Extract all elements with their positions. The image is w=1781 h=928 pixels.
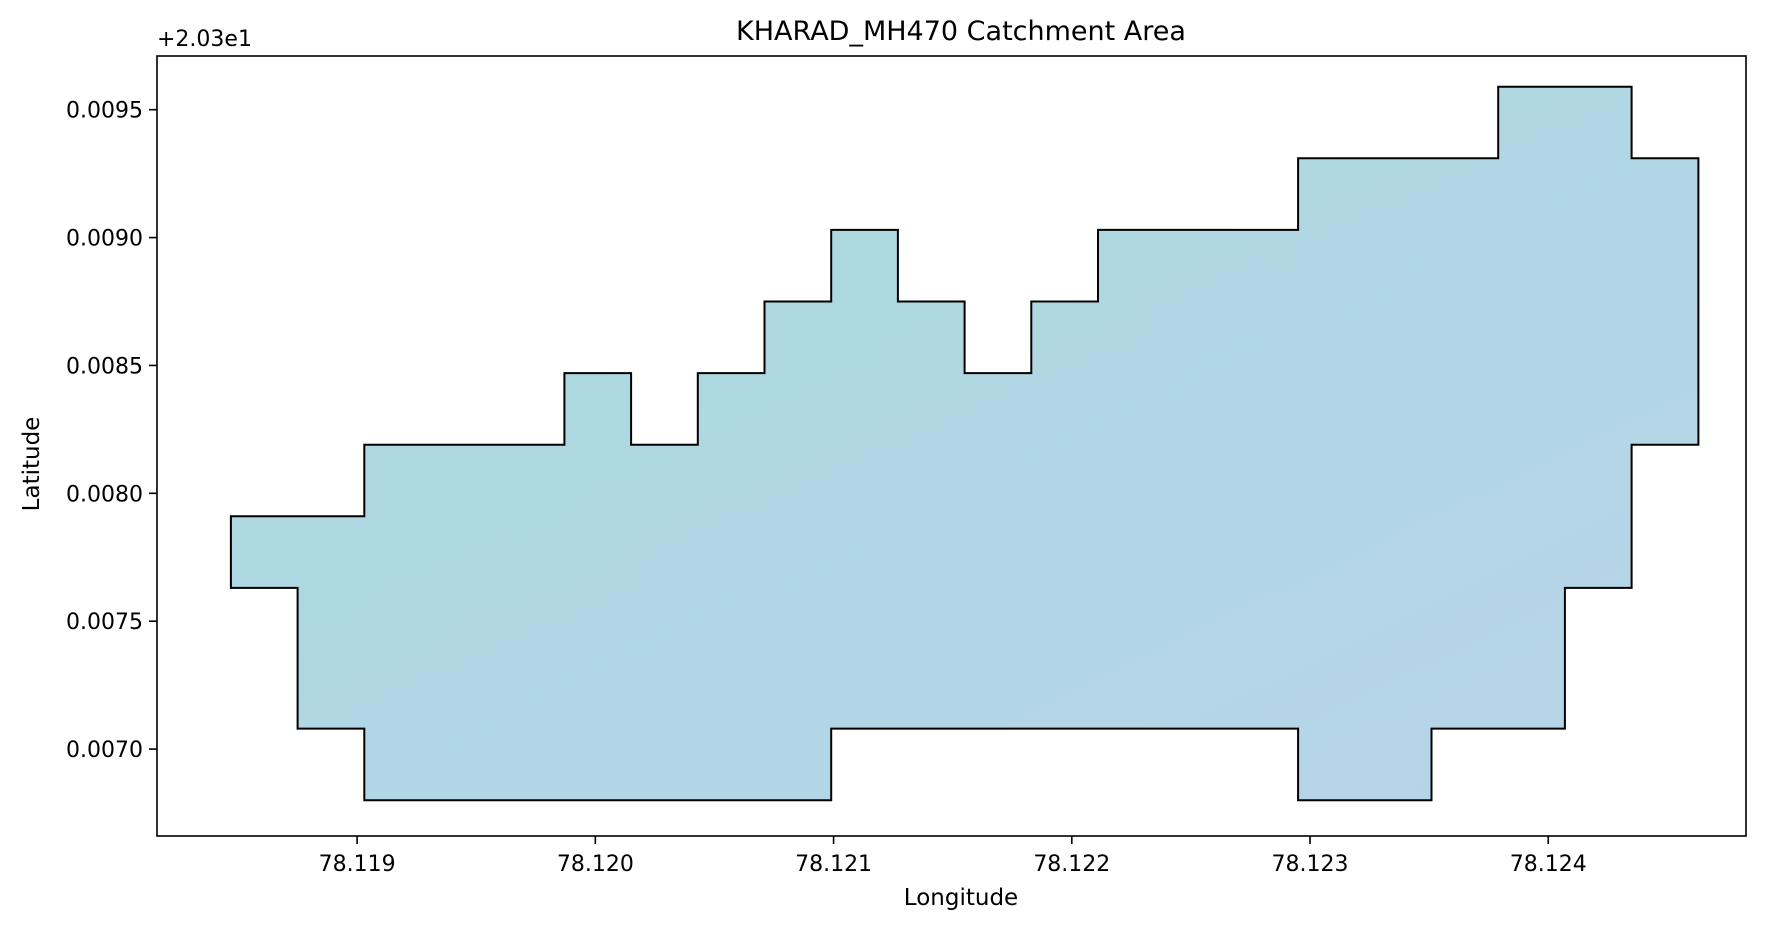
x-axis-label: Longitude [904,885,1018,911]
x-tick-label: 78.119 [319,852,396,877]
y-axis-label: Latitude [19,417,45,512]
y-axis-ticks: 0.0070 0.0075 0.0080 0.0085 0.0090 0.0095 [66,99,157,763]
x-tick-label: 78.121 [795,852,872,877]
y-tick-label: 0.0090 [66,227,143,252]
chart-title: KHARAD_MH470 Catchment Area [736,16,1186,47]
y-tick-label: 0.0070 [66,738,143,763]
x-tick-label: 78.120 [557,852,634,877]
x-tick-label: 78.123 [1272,852,1349,877]
y-tick-label: 0.0075 [66,610,143,635]
x-tick-label: 78.122 [1033,852,1110,877]
y-tick-label: 0.0080 [66,482,143,507]
y-offset-label: +2.03e1 [157,27,252,52]
y-tick-label: 0.0095 [66,99,143,124]
x-axis-ticks: 78.119 78.120 78.121 78.122 78.123 78.124 [319,836,1587,877]
x-tick-label: 78.124 [1510,852,1587,877]
y-tick-label: 0.0085 [66,354,143,379]
plot-area [156,55,1747,837]
catchment-polygon [229,85,1700,802]
plot-frame [156,55,1747,837]
